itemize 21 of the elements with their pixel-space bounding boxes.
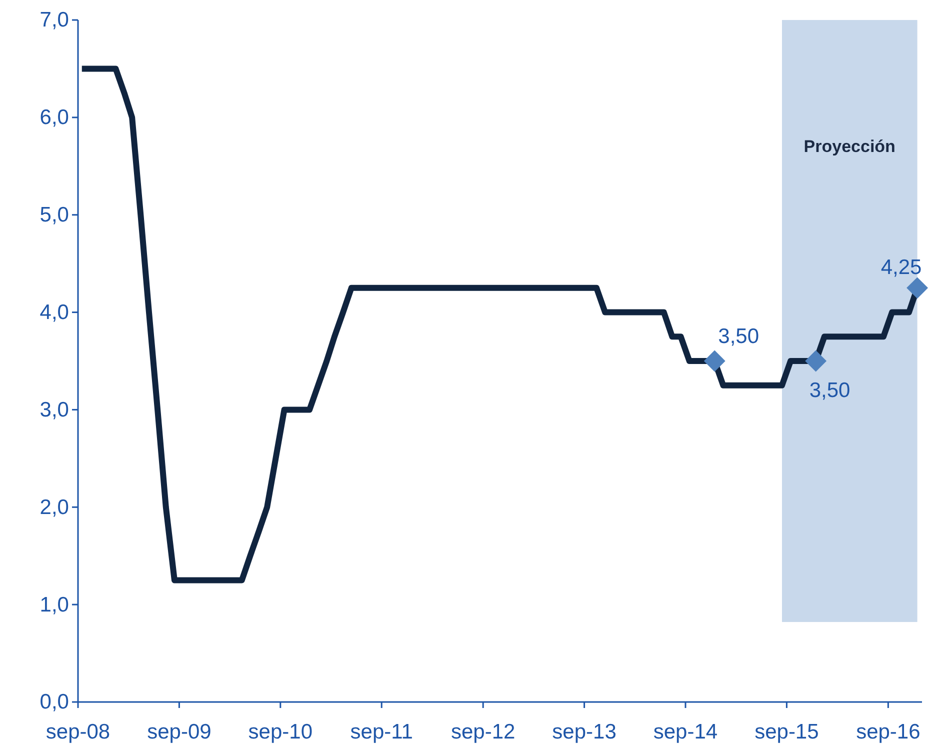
- x-tick-label: sep-13: [552, 720, 616, 744]
- y-tick-label: 7,0: [40, 8, 69, 32]
- x-tick-label: sep-09: [147, 720, 212, 744]
- x-tick-label: sep-10: [248, 720, 313, 744]
- x-tick-label: sep-16: [856, 720, 920, 744]
- x-tick-label: sep-14: [653, 720, 718, 744]
- y-tick-label: 3,0: [40, 398, 69, 422]
- data-label: 4,25: [880, 256, 922, 279]
- y-tick-label: 6,0: [40, 106, 69, 130]
- x-tick-label: sep-11: [350, 720, 413, 744]
- y-tick-label: 2,0: [40, 496, 69, 519]
- x-tick-label: sep-15: [754, 720, 819, 744]
- y-tick-label: 5,0: [40, 204, 69, 227]
- band-label: Proyección: [804, 137, 896, 156]
- y-tick-label: 1,0: [40, 593, 69, 616]
- data-label: 3,50: [718, 325, 760, 348]
- x-tick-label: sep-12: [450, 720, 516, 744]
- y-tick-label: 0,0: [40, 690, 69, 714]
- y-tick-label: 4,0: [40, 301, 69, 324]
- x-tick-label: sep-08: [46, 720, 110, 744]
- data-label: 3,50: [809, 379, 850, 402]
